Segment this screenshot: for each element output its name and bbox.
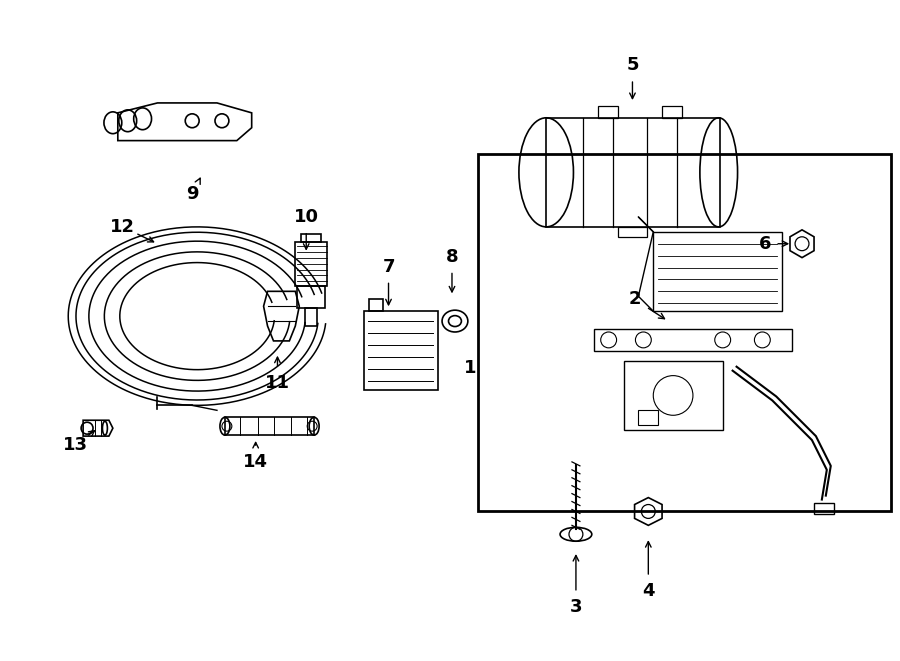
Text: 12: 12 xyxy=(111,218,135,236)
Text: 10: 10 xyxy=(293,208,319,226)
Text: 2: 2 xyxy=(628,290,641,308)
Bar xyxy=(546,118,720,227)
Text: 6: 6 xyxy=(759,235,771,253)
Text: 5: 5 xyxy=(626,56,639,74)
Bar xyxy=(302,234,321,242)
Bar xyxy=(624,361,723,430)
Text: 7: 7 xyxy=(382,258,395,276)
Bar xyxy=(638,410,658,425)
Bar xyxy=(594,329,792,351)
Bar xyxy=(598,106,617,118)
Bar xyxy=(653,232,782,311)
Bar xyxy=(662,106,682,118)
Bar xyxy=(305,308,317,326)
Bar xyxy=(295,242,327,286)
Text: 13: 13 xyxy=(63,436,87,454)
Text: 3: 3 xyxy=(570,598,582,615)
Text: 1: 1 xyxy=(464,359,476,377)
Text: 14: 14 xyxy=(243,453,268,471)
Bar xyxy=(297,286,325,308)
Text: 11: 11 xyxy=(265,373,290,391)
Bar xyxy=(369,299,382,311)
Text: 8: 8 xyxy=(446,248,458,266)
Text: 4: 4 xyxy=(642,582,654,600)
Bar xyxy=(814,502,833,514)
Bar xyxy=(364,311,438,391)
Bar xyxy=(617,227,647,237)
Bar xyxy=(225,417,314,435)
Bar xyxy=(478,155,891,512)
Text: 9: 9 xyxy=(186,185,198,203)
